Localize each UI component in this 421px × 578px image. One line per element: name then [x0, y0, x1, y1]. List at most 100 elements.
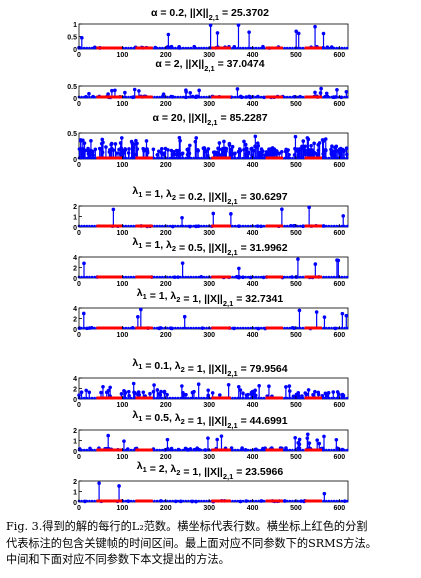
x-tick-label: 400 — [247, 101, 259, 108]
baseline-marker — [93, 156, 96, 160]
baseline-marker — [327, 448, 331, 452]
stem-marker — [206, 436, 210, 440]
title-text: λ — [137, 287, 143, 299]
stem-marker — [253, 134, 258, 139]
baseline-marker — [197, 275, 201, 279]
title-text: α = 0.2, ||X|| — [151, 7, 209, 19]
baseline-marker — [257, 224, 260, 228]
baseline-marker — [161, 95, 164, 99]
baseline-marker — [194, 448, 198, 452]
baseline-marker — [124, 156, 128, 160]
baseline-marker — [88, 156, 91, 160]
baseline-marker — [327, 46, 331, 50]
title-subscript: 2 — [181, 417, 185, 426]
baseline-marker — [301, 396, 305, 400]
baseline-marker — [153, 224, 156, 228]
baseline-marker — [176, 448, 180, 452]
stem-marker — [208, 23, 213, 28]
baseline-marker — [184, 499, 188, 503]
baseline-marker — [202, 46, 206, 50]
baseline-marker — [298, 46, 302, 50]
baseline-marker — [153, 156, 156, 160]
baseline-marker — [132, 326, 135, 330]
baseline-marker — [340, 95, 344, 99]
baseline-marker — [82, 326, 86, 330]
baseline-marker — [259, 275, 263, 279]
baseline-marker — [194, 275, 198, 279]
stem-marker — [341, 214, 346, 218]
baseline-marker — [192, 275, 195, 279]
baseline-marker — [283, 224, 286, 228]
baseline-marker — [194, 46, 198, 50]
stem-marker — [161, 92, 166, 96]
axes-box — [78, 256, 349, 279]
x-tick-label: 0 — [77, 52, 81, 59]
baseline-marker — [325, 95, 328, 99]
baseline-marker — [254, 448, 258, 452]
baseline-marker — [259, 95, 263, 99]
title-text: = 1, λ — [147, 290, 177, 302]
baseline-marker — [246, 224, 250, 228]
baseline-marker — [176, 326, 180, 330]
title-text: λ — [132, 409, 138, 421]
baseline-marker — [174, 95, 177, 99]
y-tick-label: 2 — [73, 479, 77, 486]
baseline-marker — [197, 95, 201, 99]
baseline-marker — [249, 224, 253, 228]
baseline-marker — [189, 326, 193, 330]
stem-marker — [188, 143, 192, 148]
stem-marker — [135, 141, 139, 146]
stem-marker — [180, 384, 184, 388]
stem-marker — [249, 390, 254, 395]
baseline-marker — [249, 275, 253, 279]
stem-marker — [250, 146, 254, 151]
baseline-marker — [301, 448, 305, 452]
baseline-marker — [345, 448, 349, 452]
x-tick-label: 0 — [77, 454, 81, 461]
baseline-marker — [262, 46, 266, 50]
x-tick-label: 400 — [247, 230, 259, 237]
stem-marker — [236, 384, 241, 389]
stem-marker — [313, 24, 317, 29]
title-subscript: 2,1 — [207, 118, 217, 127]
baseline-marker — [298, 396, 302, 400]
x-tick-label: 200 — [160, 505, 172, 512]
baseline-marker — [291, 396, 294, 400]
baseline-marker — [298, 156, 302, 160]
baseline-marker — [345, 326, 349, 330]
baseline-marker — [236, 499, 240, 503]
stem-marker — [241, 391, 245, 396]
baseline-marker — [93, 275, 96, 279]
x-tick-label: 500 — [290, 162, 302, 169]
baseline-marker — [85, 448, 89, 452]
baseline-marker — [90, 46, 94, 50]
baseline-marker — [249, 499, 253, 503]
baseline-marker — [132, 224, 135, 228]
baseline-marker — [343, 499, 346, 503]
stem-marker — [165, 392, 169, 397]
baseline-marker — [296, 275, 299, 279]
baseline-marker — [197, 46, 201, 50]
baseline-marker — [332, 156, 336, 160]
baseline-marker — [80, 448, 83, 452]
baseline-marker — [285, 275, 289, 279]
baseline-marker — [301, 326, 305, 330]
baseline-marker — [249, 156, 253, 160]
baseline-marker — [192, 448, 195, 452]
baseline-marker — [176, 499, 180, 503]
stem-marker — [313, 389, 317, 394]
baseline-marker — [332, 448, 336, 452]
stem-marker — [117, 147, 121, 152]
baseline-marker — [332, 95, 336, 99]
baseline-marker — [233, 95, 237, 99]
x-tick-label: 0 — [77, 332, 81, 339]
baseline-marker — [330, 275, 333, 279]
baseline-marker — [155, 396, 159, 400]
baseline-marker — [202, 396, 206, 400]
stem-marker — [217, 141, 222, 145]
baseline-marker — [187, 95, 190, 99]
stem-marker — [106, 388, 111, 393]
subplot: λ1 = 1, λ2 = 0.2, ||X||2,1 = 30.62970120… — [73, 185, 349, 237]
baseline-marker — [161, 224, 164, 228]
